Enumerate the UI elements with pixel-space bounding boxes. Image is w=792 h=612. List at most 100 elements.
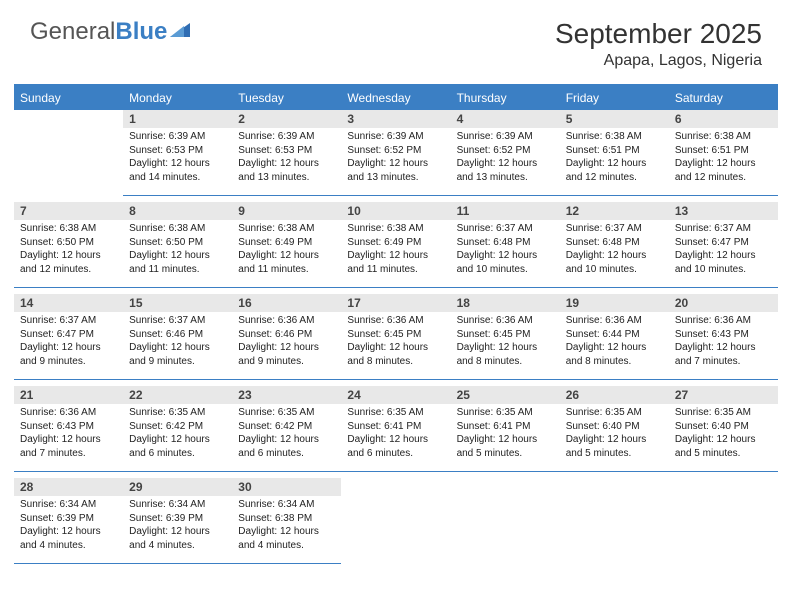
day-info: Sunrise: 6:38 AMSunset: 6:50 PMDaylight:… [123,220,232,280]
sunrise-text: Sunrise: 6:36 AM [566,314,663,328]
weekday-header: Wednesday [341,86,450,110]
weekday-header: Friday [560,86,669,110]
sunrise-text: Sunrise: 6:38 AM [129,222,226,236]
sunrise-text: Sunrise: 6:36 AM [20,406,117,420]
sunset-text: Sunset: 6:47 PM [675,236,772,250]
day-number: 7 [14,202,123,220]
daylight-text: and 8 minutes. [566,355,663,369]
day-number: 28 [14,478,123,496]
sunset-text: Sunset: 6:50 PM [129,236,226,250]
daylight-text: and 10 minutes. [566,263,663,277]
header: GeneralBlue September 2025 Apapa, Lagos,… [0,0,792,76]
sunrise-text: Sunrise: 6:36 AM [675,314,772,328]
sunrise-text: Sunrise: 6:35 AM [347,406,444,420]
day-info: Sunrise: 6:36 AMSunset: 6:43 PMDaylight:… [669,312,778,372]
sunrise-text: Sunrise: 6:36 AM [238,314,335,328]
sunset-text: Sunset: 6:50 PM [20,236,117,250]
day-number: 21 [14,386,123,404]
sunset-text: Sunset: 6:40 PM [675,420,772,434]
sunset-text: Sunset: 6:46 PM [238,328,335,342]
day-info: Sunrise: 6:39 AMSunset: 6:52 PMDaylight:… [451,128,560,188]
day-number: 23 [232,386,341,404]
daylight-text: and 9 minutes. [129,355,226,369]
daylight-text: and 13 minutes. [457,171,554,185]
daylight-text: and 10 minutes. [675,263,772,277]
day-number: 30 [232,478,341,496]
day-info: Sunrise: 6:37 AMSunset: 6:46 PMDaylight:… [123,312,232,372]
calendar-cell [341,478,450,564]
sunset-text: Sunset: 6:45 PM [347,328,444,342]
day-number: 3 [341,110,450,128]
sunrise-text: Sunrise: 6:36 AM [457,314,554,328]
calendar-cell: 29Sunrise: 6:34 AMSunset: 6:39 PMDayligh… [123,478,232,564]
brand-part1: General [30,18,115,45]
sunrise-text: Sunrise: 6:35 AM [129,406,226,420]
weekday-header: Sunday [14,86,123,110]
sunrise-text: Sunrise: 6:37 AM [566,222,663,236]
day-number: 8 [123,202,232,220]
sunset-text: Sunset: 6:40 PM [566,420,663,434]
day-info: Sunrise: 6:39 AMSunset: 6:53 PMDaylight:… [232,128,341,188]
sunrise-text: Sunrise: 6:39 AM [238,130,335,144]
day-number: 4 [451,110,560,128]
calendar-cell: 3Sunrise: 6:39 AMSunset: 6:52 PMDaylight… [341,110,450,196]
daylight-text: and 9 minutes. [238,355,335,369]
day-info: Sunrise: 6:36 AMSunset: 6:43 PMDaylight:… [14,404,123,464]
day-info: Sunrise: 6:34 AMSunset: 6:39 PMDaylight:… [14,496,123,556]
calendar-cell: 23Sunrise: 6:35 AMSunset: 6:42 PMDayligh… [232,386,341,472]
daylight-text: and 6 minutes. [129,447,226,461]
daylight-text: Daylight: 12 hours [20,249,117,263]
daylight-text: Daylight: 12 hours [347,341,444,355]
weekday-header: Tuesday [232,86,341,110]
day-info: Sunrise: 6:37 AMSunset: 6:48 PMDaylight:… [451,220,560,280]
brand-text: GeneralBlue [30,18,167,46]
day-number: 19 [560,294,669,312]
calendar-cell: 8Sunrise: 6:38 AMSunset: 6:50 PMDaylight… [123,202,232,288]
daylight-text: and 14 minutes. [129,171,226,185]
daylight-text: Daylight: 12 hours [457,341,554,355]
day-info: Sunrise: 6:35 AMSunset: 6:40 PMDaylight:… [669,404,778,464]
sunset-text: Sunset: 6:48 PM [566,236,663,250]
title-block: September 2025 Apapa, Lagos, Nigeria [555,18,762,70]
sunrise-text: Sunrise: 6:37 AM [129,314,226,328]
day-info: Sunrise: 6:38 AMSunset: 6:49 PMDaylight:… [232,220,341,280]
day-number: 1 [123,110,232,128]
calendar-cell: 25Sunrise: 6:35 AMSunset: 6:41 PMDayligh… [451,386,560,472]
day-info: Sunrise: 6:38 AMSunset: 6:51 PMDaylight:… [669,128,778,188]
daylight-text: Daylight: 12 hours [129,157,226,171]
daylight-text: Daylight: 12 hours [566,249,663,263]
daylight-text: Daylight: 12 hours [566,157,663,171]
daylight-text: and 11 minutes. [129,263,226,277]
day-number: 18 [451,294,560,312]
daylight-text: Daylight: 12 hours [238,341,335,355]
calendar-cell: 14Sunrise: 6:37 AMSunset: 6:47 PMDayligh… [14,294,123,380]
sunset-text: Sunset: 6:53 PM [129,144,226,158]
calendar-cell: 4Sunrise: 6:39 AMSunset: 6:52 PMDaylight… [451,110,560,196]
day-info: Sunrise: 6:35 AMSunset: 6:42 PMDaylight:… [123,404,232,464]
brand-sail-icon [170,21,192,44]
sunrise-text: Sunrise: 6:39 AM [347,130,444,144]
sunset-text: Sunset: 6:39 PM [20,512,117,526]
daylight-text: and 10 minutes. [457,263,554,277]
sunrise-text: Sunrise: 6:35 AM [675,406,772,420]
daylight-text: and 12 minutes. [675,171,772,185]
day-info: Sunrise: 6:38 AMSunset: 6:50 PMDaylight:… [14,220,123,280]
calendar-cell: 17Sunrise: 6:36 AMSunset: 6:45 PMDayligh… [341,294,450,380]
day-info: Sunrise: 6:35 AMSunset: 6:41 PMDaylight:… [451,404,560,464]
sunrise-text: Sunrise: 6:34 AM [238,498,335,512]
daylight-text: Daylight: 12 hours [566,433,663,447]
day-info: Sunrise: 6:37 AMSunset: 6:47 PMDaylight:… [14,312,123,372]
daylight-text: and 9 minutes. [20,355,117,369]
day-number: 26 [560,386,669,404]
sunrise-text: Sunrise: 6:35 AM [457,406,554,420]
calendar-cell: 10Sunrise: 6:38 AMSunset: 6:49 PMDayligh… [341,202,450,288]
sunset-text: Sunset: 6:52 PM [457,144,554,158]
calendar-cell: 9Sunrise: 6:38 AMSunset: 6:49 PMDaylight… [232,202,341,288]
sunset-text: Sunset: 6:49 PM [238,236,335,250]
daylight-text: Daylight: 12 hours [238,525,335,539]
sunset-text: Sunset: 6:51 PM [566,144,663,158]
daylight-text: Daylight: 12 hours [129,249,226,263]
brand-part2: Blue [115,18,167,45]
sunrise-text: Sunrise: 6:36 AM [347,314,444,328]
sunrise-text: Sunrise: 6:38 AM [238,222,335,236]
